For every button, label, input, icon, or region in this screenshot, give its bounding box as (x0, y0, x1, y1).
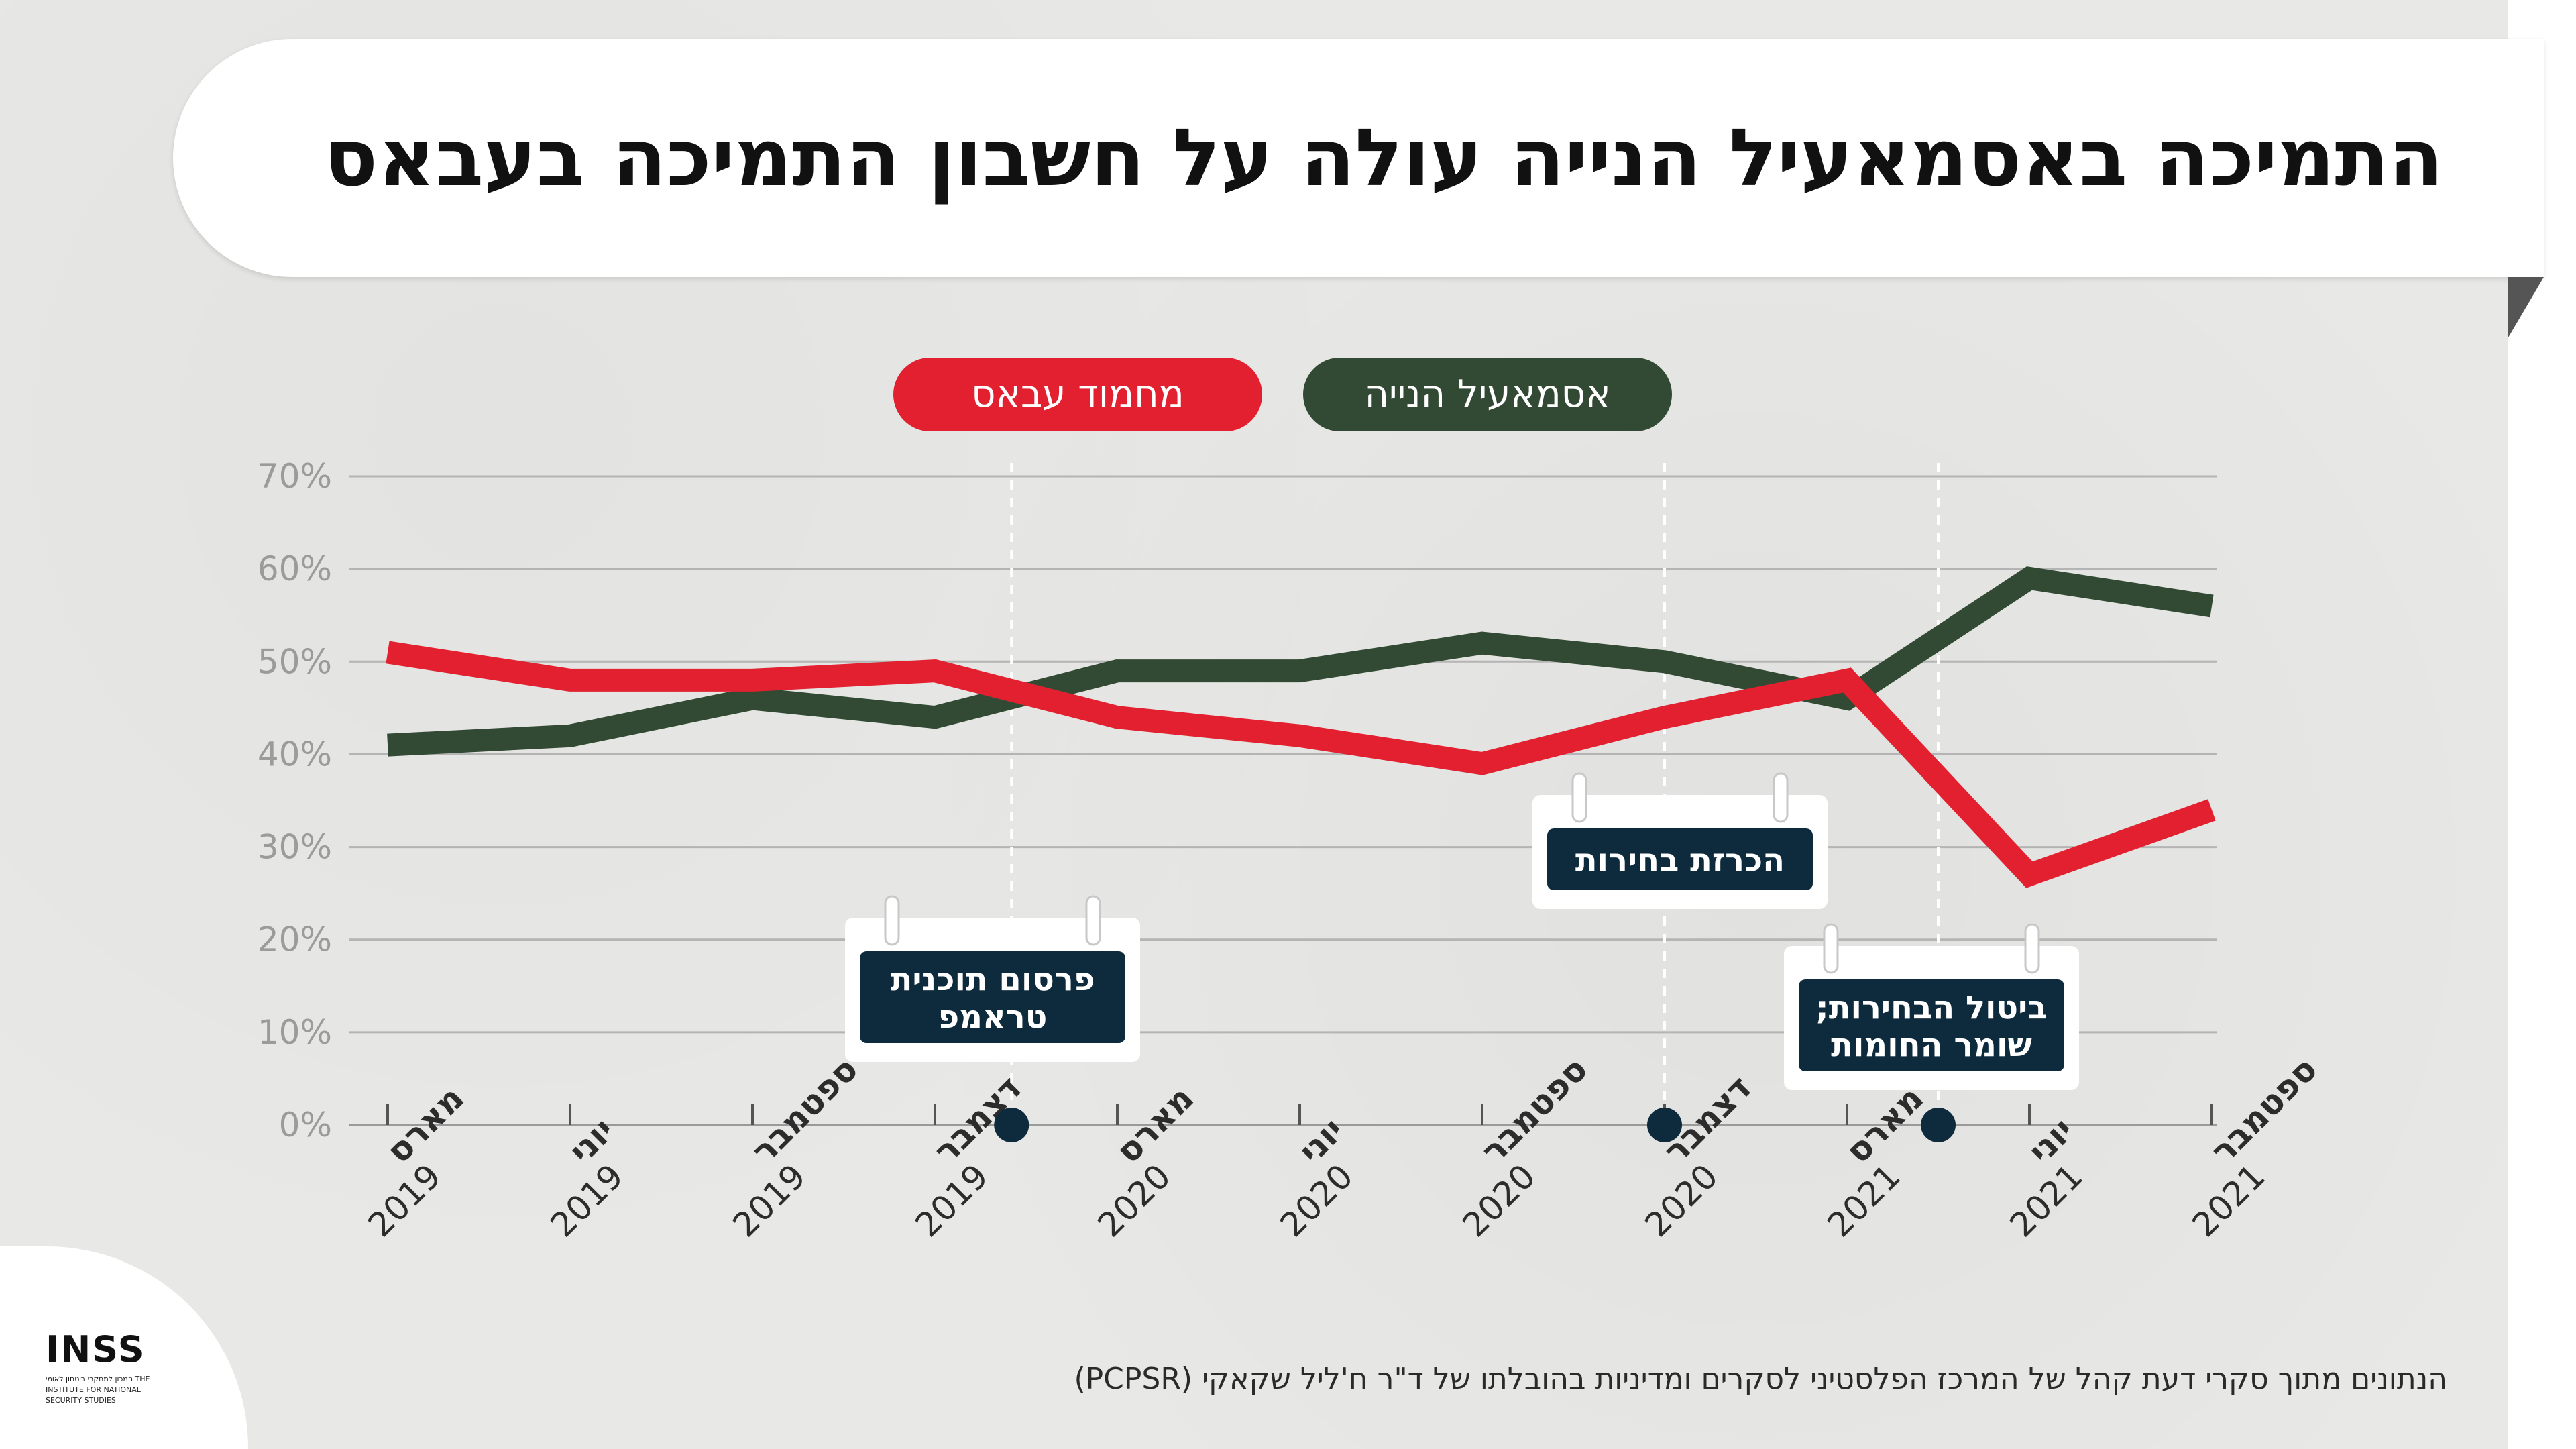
event-label-text: שומר החומות (1831, 1027, 2032, 1065)
event-label-box (1799, 979, 2064, 1071)
x-tick-year: 2020 (1638, 1157, 1726, 1244)
calendar-ring (1571, 772, 1587, 823)
event-marker-dot (1921, 1108, 1956, 1142)
x-tick-year: 2021 (1820, 1157, 1908, 1244)
series-line (386, 641, 2216, 888)
x-tick-year: 2021 (2003, 1157, 2090, 1244)
calendar-ring (1823, 923, 1839, 974)
event-marker-dot (994, 1108, 1029, 1142)
page-title: התמיכה באסמאעיל הנייה עולה על חשבון התמי… (324, 111, 2443, 204)
x-tick-year: 2020 (1273, 1157, 1361, 1244)
series-line (387, 566, 2214, 757)
x-tick-year: 2021 (2185, 1157, 2273, 1244)
x-tick-year: 2020 (1455, 1157, 1543, 1244)
event-label-text: הכרזת בחירות (1575, 842, 1785, 879)
title-banner: התמיכה באסמאעיל הנייה עולה על חשבון התמי… (173, 39, 2544, 277)
y-tick-label: 10% (258, 1013, 332, 1052)
event-label-box (1547, 828, 1813, 890)
y-tick-label: 50% (258, 642, 332, 681)
legend-item-abbas: מחמוד עבאס (893, 358, 1262, 431)
calendar-ring (1085, 895, 1101, 946)
y-tick-label: 30% (258, 828, 332, 867)
x-tick-month: ספטמבר (2203, 1050, 2325, 1171)
banner-fold (2508, 277, 2544, 337)
y-tick-label: 40% (258, 735, 332, 773)
y-tick-label: 0% (279, 1106, 332, 1144)
x-tick-year: 2019 (908, 1157, 996, 1244)
event-marker-dot (1647, 1108, 1682, 1142)
x-tick-year: 2020 (1090, 1157, 1178, 1244)
inss-logo-subtitle: המכון למחקרי ביטחון לאומי THE INSTITUTE … (46, 1375, 150, 1405)
event-label-text: טראמפ (938, 999, 1048, 1036)
event-label-text: ביטול הבחירות; (1816, 989, 2048, 1027)
inss-logo: INSS (46, 1328, 146, 1371)
x-tick-month: ספטמבר (1473, 1050, 1595, 1171)
y-tick-label: 20% (258, 920, 332, 959)
legend-item-haniyeh: אסמאעיל הנייה (1303, 358, 1672, 431)
x-tick-month: ספטמבר (744, 1050, 865, 1171)
y-tick-label: 70% (258, 457, 332, 496)
x-tick-year: 2019 (361, 1157, 449, 1244)
calendar-ring (2024, 923, 2040, 974)
event-label-text: פרסום תוכנית (891, 961, 1095, 999)
x-tick-year: 2019 (726, 1157, 814, 1244)
x-tick-year: 2019 (543, 1157, 631, 1244)
event-label-box (860, 951, 1125, 1043)
source-note: הנתונים מתוך סקרי דעת קהל של המרכז הפלסט… (1074, 1362, 2447, 1396)
calendar-ring (1773, 772, 1789, 823)
y-tick-label: 60% (258, 549, 332, 588)
calendar-ring (884, 895, 900, 946)
